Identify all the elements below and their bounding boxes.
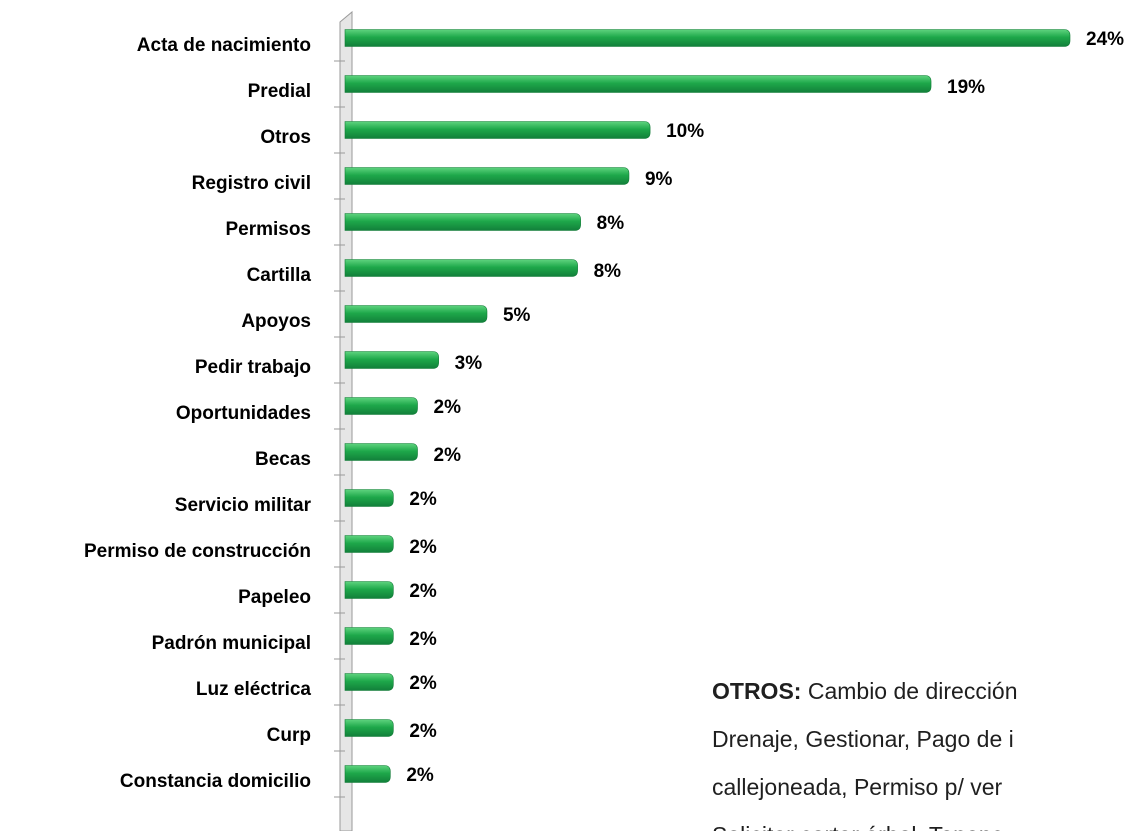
category-label: Padrón municipal	[152, 633, 311, 654]
category-label: Servicio militar	[175, 495, 312, 516]
data-label: 3%	[455, 353, 483, 374]
category-label: Otros	[260, 127, 311, 148]
category-label: Oportunidades	[176, 403, 311, 424]
category-label: Registro civil	[192, 173, 311, 194]
category-label: Predial	[248, 81, 311, 102]
category-label: Permiso de construcción	[84, 541, 311, 562]
category-label: Permisos	[225, 219, 311, 240]
data-label: 8%	[597, 213, 625, 234]
data-label: 2%	[434, 397, 462, 418]
bar	[344, 489, 394, 507]
bar	[344, 397, 418, 415]
bar	[344, 213, 581, 231]
data-label: 2%	[406, 765, 434, 786]
data-label: 2%	[434, 445, 462, 466]
annotation-line: Drenaje, Gestionar, Pago de i	[712, 726, 1014, 752]
category-label: Cartilla	[247, 265, 312, 286]
category-label: Pedir trabajo	[195, 357, 311, 378]
category-label: Papeleo	[238, 587, 311, 608]
data-label: 10%	[666, 121, 704, 142]
bar	[344, 29, 1071, 47]
bar	[344, 305, 488, 323]
data-label: 24%	[1086, 29, 1124, 50]
bar	[344, 535, 394, 553]
annotation-line: Cambio de dirección	[808, 678, 1018, 704]
category-label: Apoyos	[241, 311, 311, 332]
category-label: Curp	[267, 725, 311, 746]
bar	[344, 627, 394, 645]
bar	[344, 673, 394, 691]
data-label: 2%	[409, 721, 437, 742]
category-label: Luz eléctrica	[196, 679, 312, 700]
data-label: 2%	[409, 629, 437, 650]
data-label: 5%	[503, 305, 531, 326]
data-label: 19%	[947, 77, 985, 98]
bar	[344, 581, 394, 599]
bar	[344, 765, 391, 783]
bar	[344, 719, 394, 737]
annotation-line: Solicitar cortar árbol, Tenenc	[712, 822, 1003, 831]
data-label: 8%	[594, 261, 622, 282]
category-label: Becas	[255, 449, 311, 470]
category-label: Acta de nacimiento	[137, 35, 311, 56]
bar	[344, 167, 630, 185]
bar	[344, 351, 439, 369]
annotation: OTROS: Cambio de dirección	[712, 678, 1018, 704]
data-label: 2%	[409, 673, 437, 694]
data-label: 2%	[409, 537, 437, 558]
annotation-heading: OTROS:	[712, 678, 801, 704]
bar	[344, 75, 932, 93]
bar	[344, 121, 651, 139]
category-label: Constancia domicilio	[120, 771, 311, 792]
data-label: 9%	[645, 169, 673, 190]
bar	[344, 443, 418, 461]
annotation-line: callejoneada, Permiso p/ ver	[712, 774, 1003, 800]
bar	[344, 259, 578, 277]
data-label: 2%	[409, 489, 437, 510]
data-label: 2%	[409, 581, 437, 602]
